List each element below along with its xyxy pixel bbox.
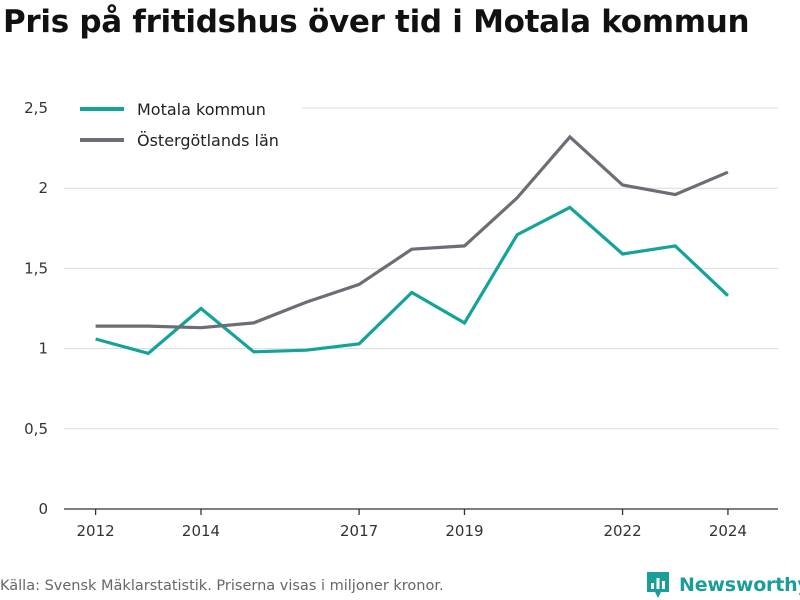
brand-name: Newsworthy [679, 574, 800, 596]
x-tick-label: 2022 [603, 522, 641, 540]
bar-chart-logo-icon [647, 572, 669, 598]
y-tick-label: 0,5 [24, 420, 48, 438]
source-note: Källa: Svensk Mäklarstatistik. Priserna … [0, 578, 444, 594]
y-tick-label: 1,5 [24, 259, 48, 277]
brand-logo: Newsworthy [645, 570, 800, 600]
x-tick-label: 2019 [445, 522, 483, 540]
series-lines [95, 134, 729, 356]
y-tick-label: 2,5 [24, 99, 48, 117]
y-axis-ticks: 0 0,5 1 1,5 2 2,5 [24, 99, 48, 518]
x-tick-label: 2024 [709, 522, 747, 540]
legend-label: Östergötlands län [137, 131, 279, 150]
x-tick-label: 2014 [182, 522, 220, 540]
series-line-1 [95, 134, 729, 330]
y-tick-label: 2 [38, 179, 48, 197]
chart-title: Pris på fritidshus över tid i Motala kom… [3, 4, 750, 40]
series-line-0 [95, 205, 729, 356]
x-axis-ticks: 2012 2014 2017 2019 2022 2024 [77, 509, 747, 540]
legend-label: Motala kommun [137, 100, 266, 119]
gridlines [64, 107, 778, 430]
legend: Motala kommun Östergötlands län [80, 100, 279, 150]
x-tick-label: 2012 [77, 522, 115, 540]
x-tick-label: 2017 [340, 522, 378, 540]
y-tick-label: 1 [38, 340, 48, 358]
y-tick-label: 0 [38, 500, 48, 518]
